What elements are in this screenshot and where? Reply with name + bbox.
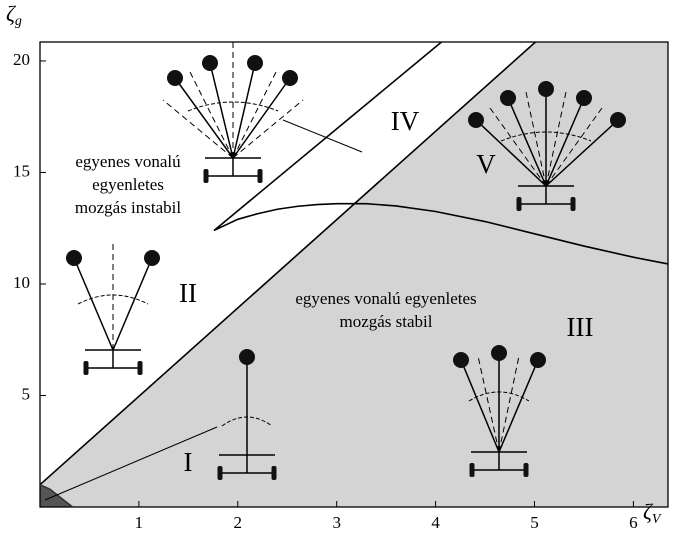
icon-ball	[66, 250, 82, 266]
icon-arc	[221, 416, 273, 427]
icon-wheel	[469, 463, 475, 477]
icon-ball	[453, 352, 469, 368]
pendulum-icon	[162, 42, 304, 183]
icon-wheel	[516, 197, 522, 211]
icon-dash	[162, 99, 234, 159]
icon-wheel	[271, 466, 277, 480]
boundary-line	[39, 41, 537, 486]
icon-wheel	[570, 197, 576, 211]
pendulum-icon	[453, 345, 546, 477]
y-label: ζg	[6, 1, 22, 29]
region-label: I	[184, 447, 193, 477]
icon-dash	[189, 71, 234, 159]
icon-ball	[239, 349, 255, 365]
icon-ball	[491, 345, 507, 361]
region-label: II	[179, 278, 197, 308]
boundary-line	[39, 483, 74, 508]
x-tick-label: 5	[530, 513, 539, 532]
icon-ball	[282, 70, 298, 86]
annotation: egyenes vonalú	[75, 152, 181, 171]
icon-rod	[507, 97, 547, 187]
icon-wheel	[83, 361, 89, 375]
icon-rod	[232, 62, 256, 159]
icon-dash	[545, 107, 603, 187]
leader-line	[282, 119, 363, 153]
annotation: mozgás instabil	[75, 198, 182, 217]
icon-dash	[489, 107, 547, 187]
x-label: ζV	[643, 499, 662, 527]
icon-rod	[545, 119, 619, 187]
icon-arc	[468, 391, 530, 402]
icon-ball	[530, 352, 546, 368]
region-label: V	[476, 149, 496, 179]
x-tick-label: 2	[234, 513, 243, 532]
plot-frame	[39, 41, 669, 508]
region-label: IV	[391, 106, 420, 136]
icon-rod	[498, 359, 539, 453]
axis-subscript: V	[652, 512, 662, 527]
icon-dash	[525, 91, 547, 187]
region-fill	[40, 42, 668, 507]
icon-rod	[112, 257, 153, 351]
x-tick-label: 4	[431, 513, 440, 532]
icon-arc	[500, 131, 592, 142]
axis-symbol: ζ	[643, 499, 654, 524]
axis-symbol: ζ	[6, 1, 17, 26]
boundary-line	[213, 202, 669, 265]
x-tick-label: 3	[332, 513, 341, 532]
x-tick-label: 1	[135, 513, 144, 532]
pendulum-icon	[66, 240, 160, 375]
icon-rod	[232, 77, 291, 159]
icon-ball	[144, 250, 160, 266]
icon-rod	[460, 359, 500, 453]
icon-ball	[167, 70, 183, 86]
icon-dash	[477, 355, 500, 453]
icon-ball	[468, 112, 484, 128]
icon-rod	[475, 119, 547, 187]
y-tick-label: 15	[13, 161, 30, 180]
y-tick-label: 5	[22, 384, 31, 403]
icon-dash	[232, 71, 277, 159]
region-label: III	[567, 312, 594, 342]
icon-arc	[77, 294, 149, 305]
icon-wheel	[217, 466, 223, 480]
icon-wheel	[137, 361, 143, 375]
icon-ball	[576, 90, 592, 106]
icon-ball	[610, 112, 626, 128]
icon-ball	[202, 55, 218, 71]
icon-ball	[538, 81, 554, 97]
icon-rod	[545, 97, 585, 187]
icon-wheel	[203, 169, 209, 183]
icon-rod	[209, 62, 234, 159]
annotation: mozgás stabil	[339, 312, 432, 331]
icon-ball	[247, 55, 263, 71]
icon-rod	[73, 257, 114, 351]
icon-arc	[187, 101, 279, 112]
icon-dash	[545, 91, 567, 187]
y-tick-label: 20	[13, 50, 30, 69]
icon-wheel	[523, 463, 529, 477]
pendulum-icon	[217, 349, 277, 480]
icon-ball	[500, 90, 516, 106]
axis-subscript: g	[15, 14, 22, 29]
y-tick-label: 10	[13, 273, 30, 292]
pendulum-icon	[468, 81, 626, 211]
leader-line	[44, 426, 218, 501]
icon-dash	[232, 99, 304, 159]
x-tick-label: 6	[629, 513, 638, 532]
annotation: egyenletes	[92, 175, 164, 194]
icon-dash	[498, 355, 520, 453]
icon-wheel	[257, 169, 263, 183]
icon-rod	[174, 77, 234, 159]
boundary-line	[213, 41, 443, 232]
annotation: egyenes vonalú egyenletes	[295, 289, 476, 308]
